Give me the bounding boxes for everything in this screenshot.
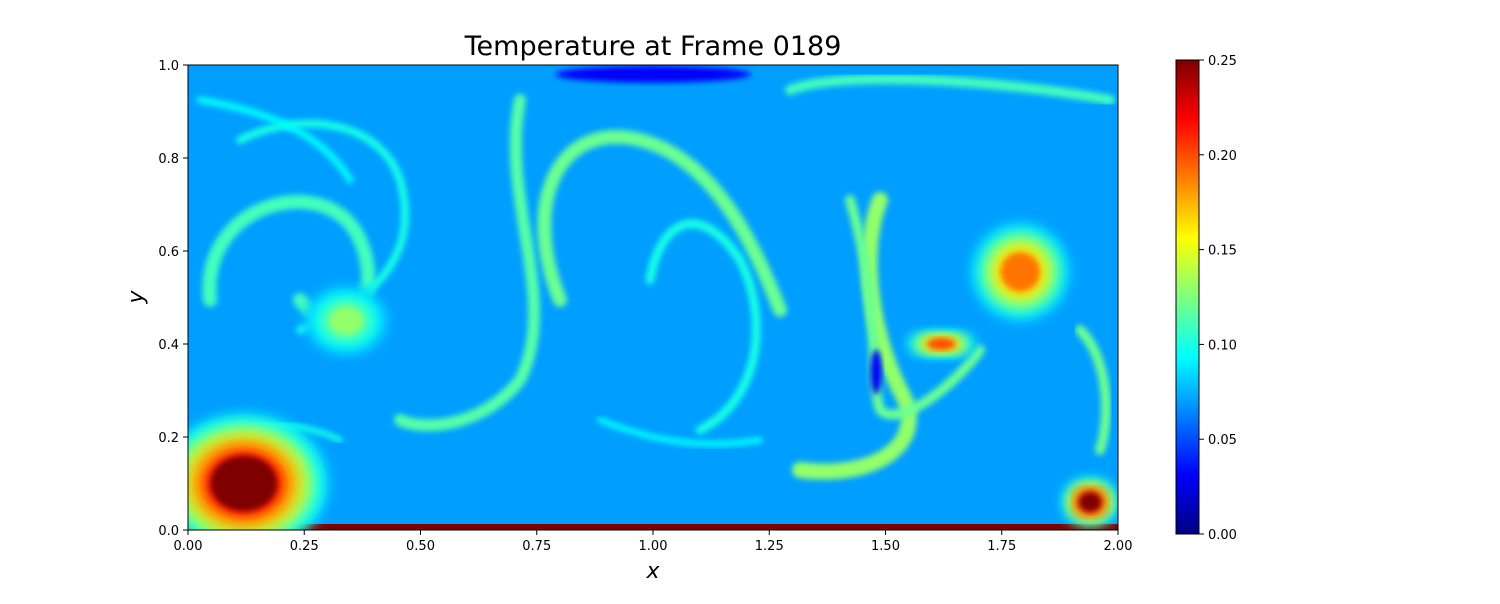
x-tick-label: 1.25 (755, 539, 784, 554)
y-tick-label: 0.0 (158, 524, 179, 539)
swirl-streak (196, 96, 354, 184)
hot-spot (927, 338, 956, 350)
cold-band (555, 65, 751, 83)
x-tick-label: 0.25 (290, 539, 319, 554)
colorbar-tick-label: 0.05 (1208, 433, 1237, 448)
x-tick-label: 0.00 (174, 539, 203, 554)
warm-blob (329, 306, 363, 335)
x-axis-ticks: 0.00 0.25 0.50 0.75 1.00 1.25 1.50 1.75 2.00 (174, 530, 1133, 554)
swirl-streak (645, 219, 761, 435)
y-tick-label: 1.0 (158, 59, 179, 74)
hot-spot (1000, 252, 1040, 292)
y-tick-label: 0.6 (158, 245, 179, 260)
y-tick-label: 0.8 (158, 152, 179, 167)
x-tick-label: 2.00 (1104, 539, 1133, 554)
colorbar-tick-label: 0.00 (1208, 528, 1237, 543)
heatmap-features (188, 65, 1118, 530)
x-tick-label: 1.00 (639, 539, 668, 554)
colorbar-tick-label: 0.10 (1208, 338, 1237, 353)
plot-area (188, 65, 1118, 530)
colorbar-tick-label: 0.15 (1208, 244, 1237, 259)
x-axis-label: x (645, 559, 660, 584)
swirl-streak (394, 94, 541, 432)
swirl-streak (785, 74, 1115, 105)
heatmap-swirls (188, 74, 1118, 530)
swirl-streak (537, 129, 787, 317)
y-tick-label: 0.2 (158, 431, 179, 446)
swirl-streak (1075, 325, 1111, 455)
bottom-hot-layer (188, 524, 1118, 530)
hot-plume (210, 455, 278, 512)
x-tick-label: 1.75 (987, 539, 1016, 554)
cold-spot (870, 349, 882, 395)
y-axis-label: y (124, 290, 149, 305)
colorbar-ticks: 0.00 0.05 0.10 0.15 0.20 0.25 (1199, 54, 1237, 543)
chart-title: Temperature at Frame 0189 (464, 31, 842, 62)
colorbar (1175, 59, 1200, 535)
y-axis-ticks: 0.0 0.2 0.4 0.6 0.8 1.0 (158, 59, 188, 539)
x-tick-label: 0.75 (522, 539, 551, 554)
swirl-streak (792, 192, 917, 480)
x-tick-label: 0.50 (406, 539, 435, 554)
colorbar-tick-label: 0.25 (1208, 54, 1237, 69)
swirl-streak (845, 195, 985, 420)
hot-spot (1078, 492, 1102, 512)
x-tick-label: 1.50 (871, 539, 900, 554)
y-tick-label: 0.4 (158, 338, 179, 353)
colorbar-tick-label: 0.20 (1208, 149, 1237, 164)
swirl-streak (597, 417, 763, 447)
